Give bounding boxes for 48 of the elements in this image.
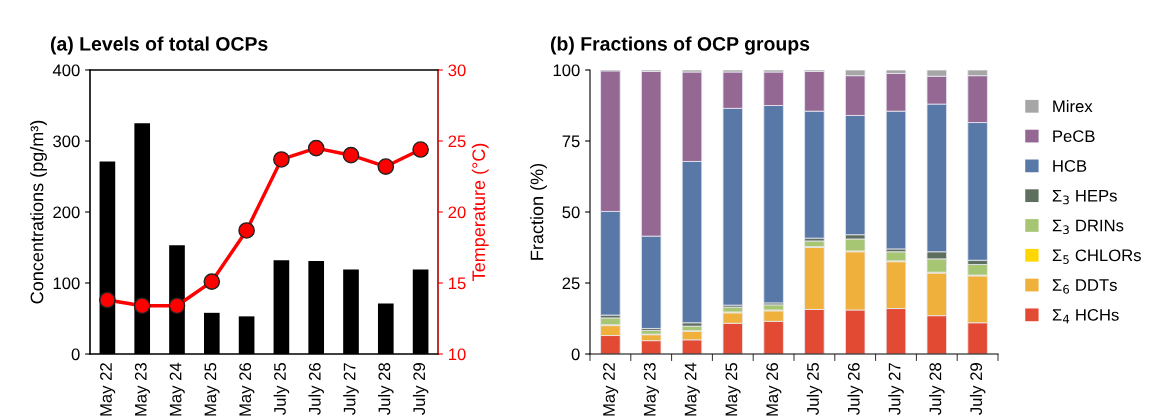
y-tick-label: 0 [71,348,80,361]
y-tick-label: 25 [562,277,580,290]
y-tick-label: 50 [562,206,580,219]
x-tick-label: July 28 [929,363,945,415]
y2-tick-label: 10 [448,348,466,361]
x-tick-label: July 25 [273,363,290,415]
x-tick-label: May 25 [204,363,220,416]
y-tick-label: 400 [52,64,80,77]
x-tick-label: July 27 [343,363,359,415]
legend-label: Σ$_{3}$ HEPs [1052,189,1117,205]
x-tick-label: July 26 [308,363,324,415]
x-tick-label: May 24 [169,362,185,416]
chart-title: (a) Levels of total OCPs [50,36,268,55]
legend-label: Σ$_{4}$ HCHs [1052,308,1119,324]
x-tick-label: May 23 [643,363,659,416]
y-tick-label: 100 [53,277,80,290]
x-tick-label: July 28 [378,363,394,415]
x-tick-label: May 22 [603,363,619,416]
legend-label: HCB [1053,160,1087,172]
x-tick-label: May 23 [134,363,150,416]
x-tick-label: July 29 [412,363,429,415]
y2-tick-label: 30 [448,64,466,77]
x-tick-label: May 26 [239,363,255,416]
chart-title: (b) Fractions of OCP groups [550,36,810,55]
y2-tick-label: 15 [448,277,466,290]
y2-axis-title: Temperature (°C) [471,143,489,281]
legend-label: Σ$_{5}$ CHLORs [1052,249,1141,264]
x-tick-label: July 26 [847,363,863,415]
legend-label: Mirex [1053,100,1093,113]
x-tick-label: July 29 [969,363,986,415]
y2-tick-label: 20 [448,206,466,219]
x-tick-label: May 25 [725,363,741,416]
x-tick-label: May 24 [684,362,700,416]
legend-label: PeCB [1053,130,1095,143]
y-tick-label: 0 [571,348,580,361]
y2-tick-label: 25 [448,135,466,148]
legend-label: Σ$_{3}$ DRINs [1052,219,1124,235]
y-tick-label: 200 [53,206,80,219]
x-tick-label: July 25 [806,363,823,415]
y-tick-label: 300 [53,135,80,148]
y-tick-label: 100 [553,64,580,77]
x-tick-label: May 26 [766,363,782,416]
legend-label: Σ$_{6}$ DDTs [1052,279,1117,294]
y-tick-label: 75 [562,135,580,148]
y-axis-title: Concentrations (pg/m³) [30,120,47,304]
y-axis-title: Fraction (%) [530,163,547,260]
x-tick-label: May 22 [100,363,116,416]
x-tick-label: July 27 [888,363,904,415]
